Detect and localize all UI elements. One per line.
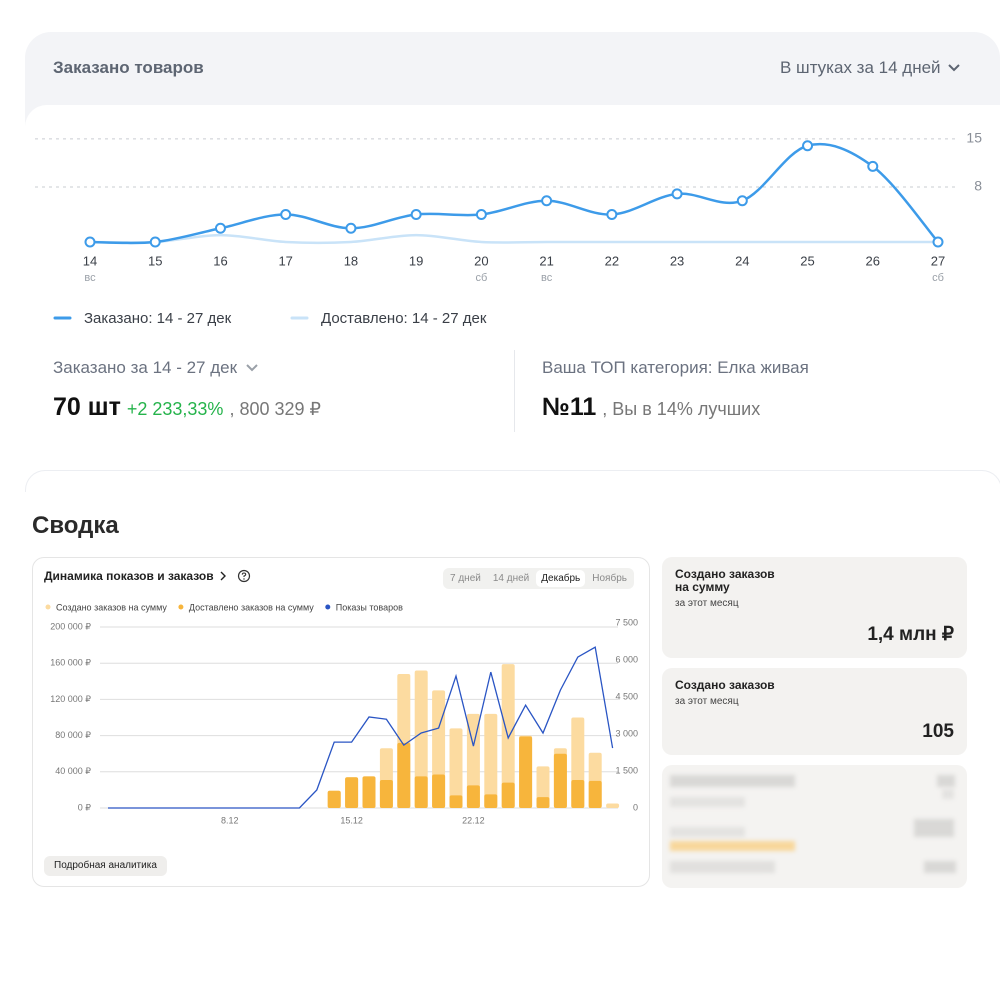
period-label[interactable]: В штуках за 14 дней (780, 58, 941, 77)
analytics-button[interactable]: Подробная аналитика (44, 856, 167, 876)
top-label-text: Ваша ТОП категория: Елка живая (542, 358, 809, 377)
card-title: Создано заказов (675, 678, 775, 692)
dynamics-card (32, 557, 650, 887)
fade (0, 492, 1000, 514)
card-subtitle: за этот месяц (675, 598, 739, 609)
card-value: 105 (922, 721, 954, 742)
stats-sum: , 800 329 ₽ (229, 399, 321, 419)
stats-change: +2 233,33% (126, 399, 224, 419)
top-rank: №11 (542, 393, 597, 421)
card-value: 1,4 млн ₽ (867, 624, 954, 645)
stats-total: 70 шт (53, 393, 121, 421)
stats-label[interactable]: Заказано за 14 - 27 дек (53, 358, 259, 378)
chevron (246, 364, 258, 372)
chevron (947, 64, 960, 72)
top-note: , Вы в 14% лучших (602, 399, 761, 419)
card-title: Создано заказов на сумму (675, 567, 775, 594)
tab[interactable]: 7 дней (450, 573, 481, 584)
stats-label-text[interactable]: Заказано за 14 - 27 дек (53, 358, 238, 377)
help-icon[interactable] (237, 569, 251, 583)
divider (514, 350, 515, 432)
blurred-card (662, 765, 967, 888)
card-subtitle: за этот месяц (675, 696, 739, 707)
tab[interactable]: 14 дней (492, 573, 530, 584)
top-label: Ваша ТОП категория: Елка живая (542, 358, 809, 378)
summary-card: Создано заказов на сумму за этот месяц 1… (662, 557, 967, 658)
summary-card: Создано заказов за этот месяц 105 (662, 668, 967, 755)
dynamics-title-text[interactable]: Динамика показов и заказов (44, 569, 214, 583)
tab[interactable]: Ноябрь (592, 573, 627, 584)
period-select[interactable]: В штуках за 14 дней (780, 58, 961, 78)
dynamics-title[interactable]: Динамика показов и заказов (44, 569, 251, 583)
tabs: 7 дней 14 дней Декабрь Ноябрь (443, 568, 634, 589)
stats-row: 70 шт +2 233,33% , 800 329 ₽ (53, 393, 321, 422)
top-row: №11 , Вы в 14% лучших (542, 393, 760, 422)
tab[interactable]: Декабрь (536, 570, 586, 587)
chevron (220, 571, 226, 581)
section-title: Сводка (32, 512, 119, 539)
orders-title: Заказано товаров (53, 58, 204, 77)
